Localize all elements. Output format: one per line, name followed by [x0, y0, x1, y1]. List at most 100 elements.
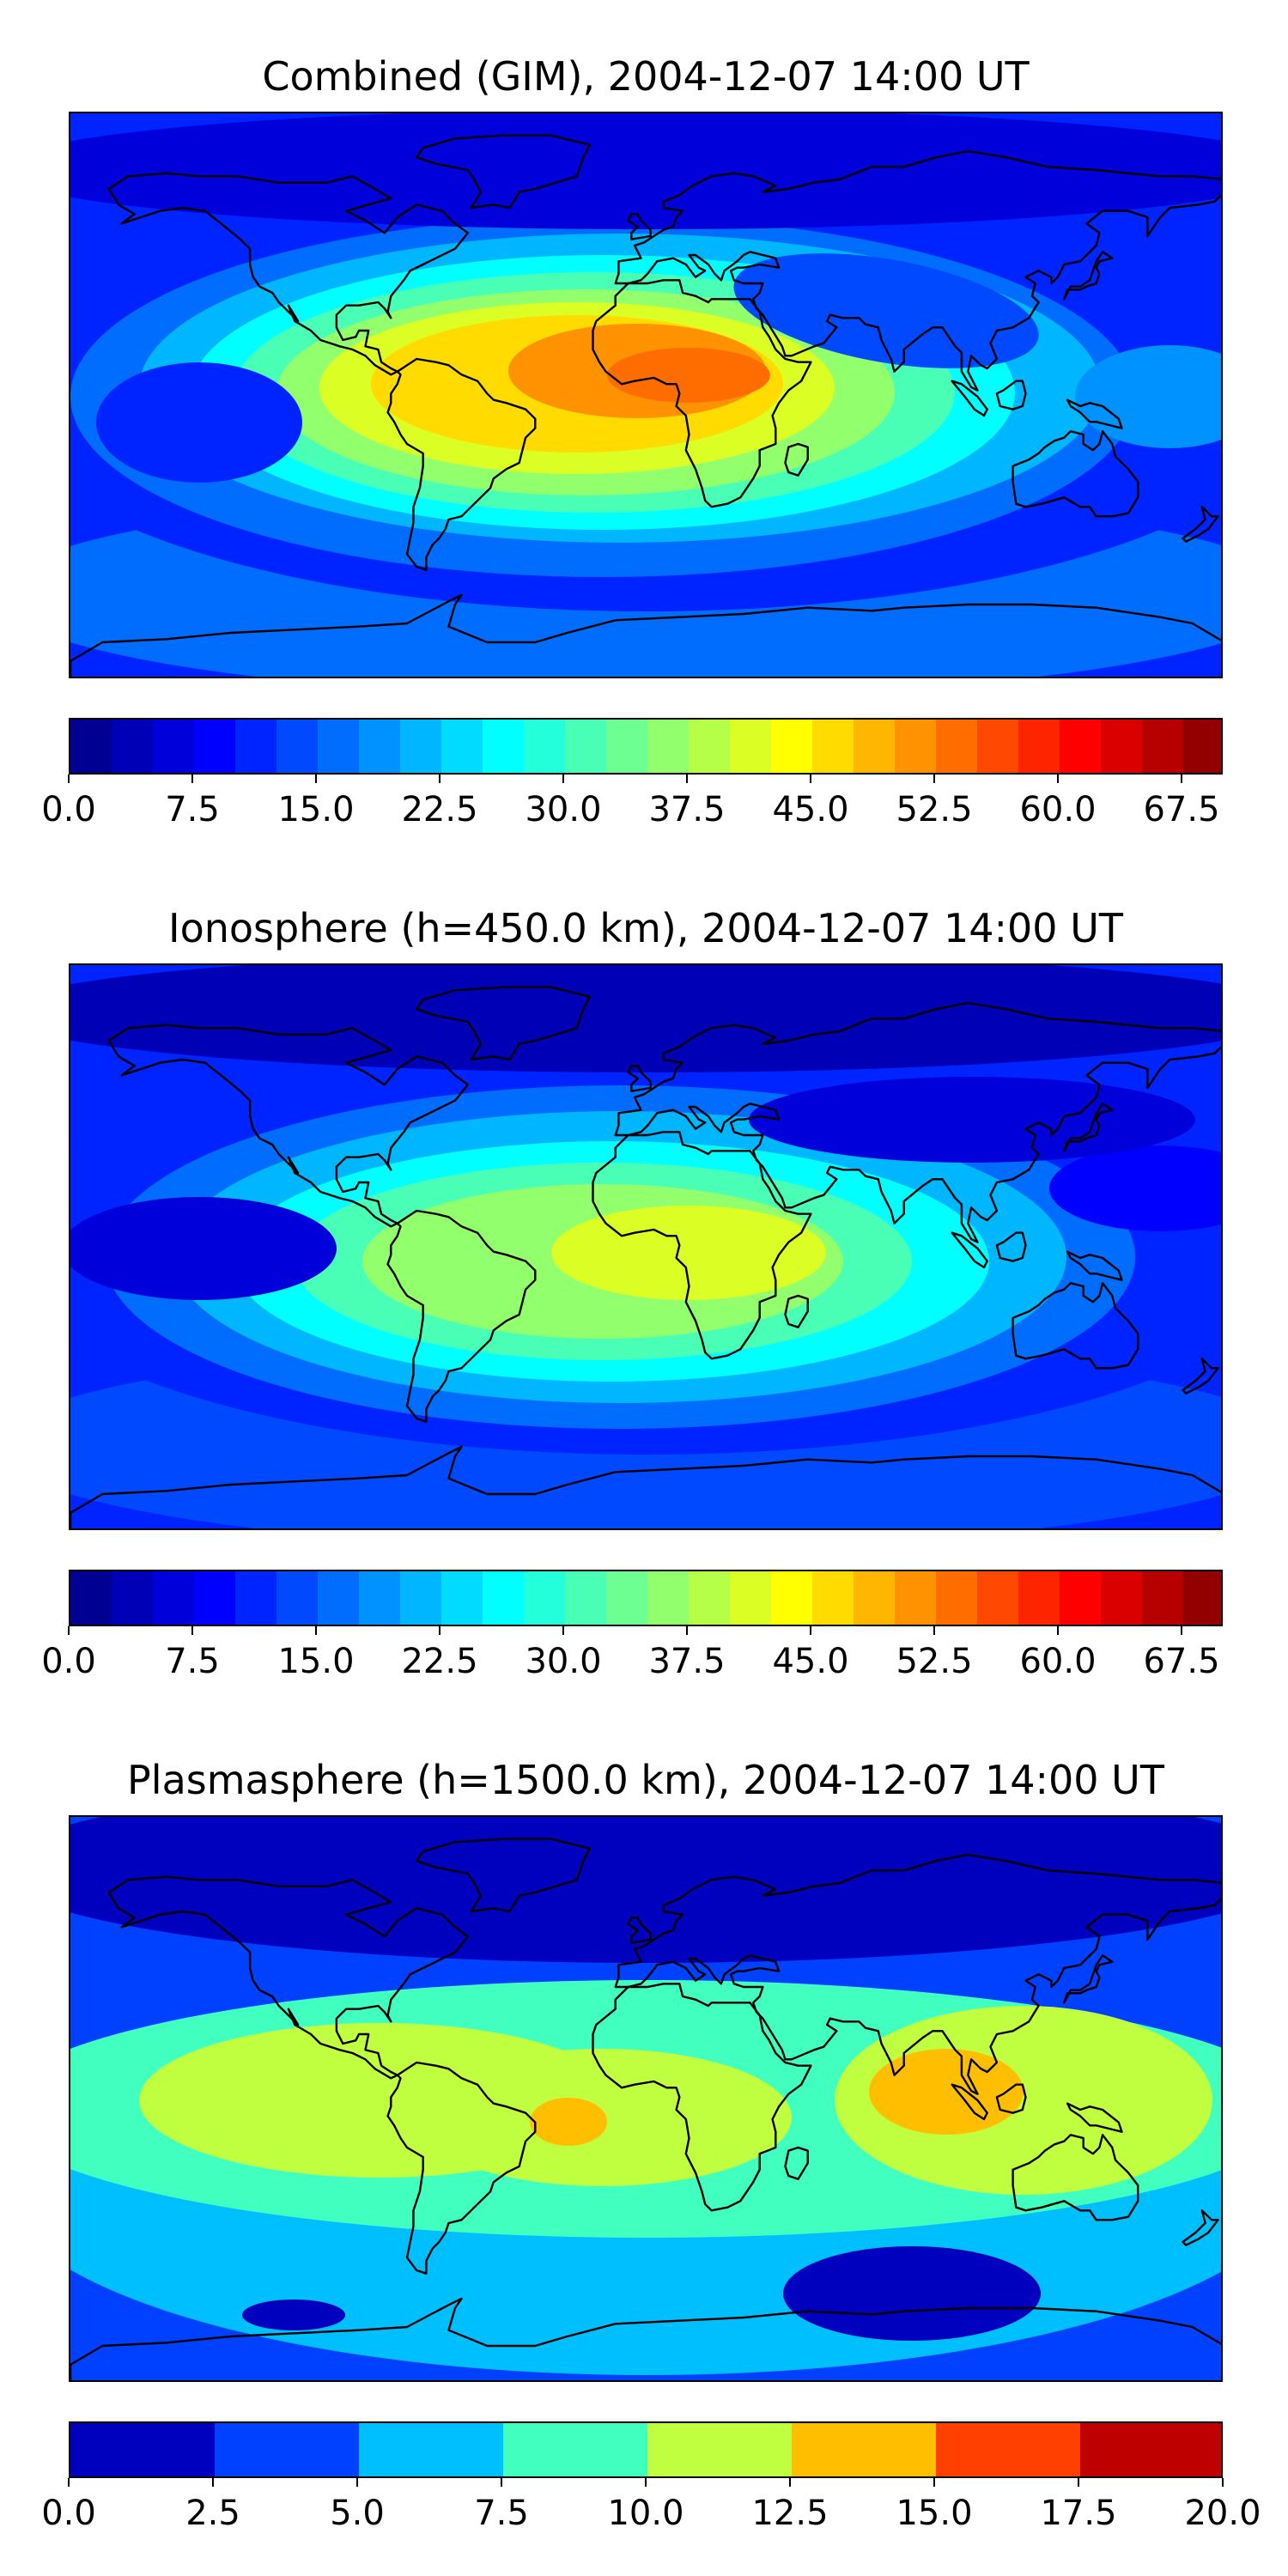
colorbar-swatch [153, 1571, 195, 1625]
colorbar-tick-label: 22.5 [401, 1642, 478, 1681]
colorbar-tick-label: 7.5 [165, 1642, 220, 1681]
coastline-sumatra [951, 380, 988, 417]
colorbar-swatch [483, 1571, 525, 1625]
colorbar-tick [191, 1626, 193, 1635]
colorbar-tick-label: 52.5 [896, 1642, 973, 1681]
colorbar-tick-label: 30.0 [525, 790, 602, 829]
colorbar-swatch [1060, 1571, 1102, 1625]
coastline-japan [1063, 1103, 1114, 1152]
colorbar-swatch [895, 1571, 937, 1625]
contour-band [530, 2098, 607, 2146]
colorbar-swatch [689, 720, 731, 773]
colorbar-tick-label: 60.0 [1019, 1642, 1097, 1681]
colorbar-tick-label: 37.5 [648, 790, 726, 829]
colorbar-ticks-ionosphere: 0.0 7.5 15.0 22.5 30.0 37.5 45.0 52.5 60.0 67.5 [41, 1626, 1223, 1681]
colorbar-tick-label: 15.0 [896, 2494, 973, 2533]
coastline-newZealand [1182, 506, 1219, 543]
colorbar-swatch [276, 1571, 319, 1625]
colorbar-swatch [730, 1571, 772, 1625]
contour-band [96, 362, 302, 483]
tec-map-combined [70, 113, 1221, 677]
colorbar-tick-label: 22.5 [401, 790, 478, 829]
colorbar-tick-label: 37.5 [648, 1642, 726, 1681]
colorbar-tick [191, 775, 193, 783]
tec-map-ionosphere [70, 965, 1221, 1528]
coastline-eurasia [614, 149, 1221, 392]
colorbar-swatch [441, 720, 483, 773]
contour-band [70, 1197, 337, 1300]
colorbar-swatch [359, 1571, 401, 1625]
colorbar-plasmasphere [69, 2421, 1223, 2478]
colorbar-tick-label: 45.0 [772, 1642, 849, 1681]
contour-band [1049, 1145, 1221, 1231]
colorbar-tick [810, 775, 811, 783]
colorbar-swatch [977, 720, 1019, 773]
colorbar-ticks-plasmasphere: 0.0 2.5 5.0 7.5 10.0 12.5 15.0 17.5 20.0 [41, 2478, 1261, 2533]
colorbar-swatches-plasmasphere [70, 2423, 1221, 2476]
coastline-madagascar [784, 1294, 809, 1328]
colorbar-swatches-ionosphere [70, 1571, 1221, 1625]
colorbar-swatch [215, 2423, 360, 2476]
colorbar-tick [1078, 2478, 1079, 2487]
colorbar-swatch [70, 720, 112, 773]
colorbar-swatch [647, 720, 690, 773]
contour-band [607, 348, 770, 403]
coastline-northAmerica [107, 1875, 470, 2080]
coastline-greenland [416, 1838, 591, 1913]
colorbar-tick [315, 1626, 317, 1635]
coastlines [70, 986, 1221, 1528]
coastline-japan [1063, 1954, 1114, 2004]
colorbar-swatch [112, 1571, 154, 1625]
colorbar-combined [69, 718, 1223, 775]
colorbar-swatch [318, 1571, 360, 1625]
colorbar-tick-label: 0.0 [41, 1642, 96, 1681]
colorbar-tick [1057, 1626, 1059, 1635]
colorbar-swatch [235, 1571, 277, 1625]
colorbar-ionosphere [69, 1570, 1223, 1626]
colorbar-swatch [854, 1571, 896, 1625]
coastline-eurasia [614, 1853, 1221, 2095]
colorbar-swatch [1060, 720, 1102, 773]
colorbar-swatch [812, 720, 854, 773]
colorbar-tick-label: 10.0 [607, 2494, 684, 2533]
colorbar-swatch [936, 2423, 1081, 2476]
contour-band [783, 2246, 1041, 2341]
colorbar-tick-label: 7.5 [474, 2494, 529, 2533]
colorbar-tick-label: 67.5 [1143, 790, 1220, 829]
colorbar-tick [933, 2478, 935, 2487]
colorbar-swatch [606, 720, 648, 773]
coastline-japan [1063, 251, 1114, 301]
colorbar-tick [933, 775, 935, 783]
colorbar-swatch [153, 720, 195, 773]
colorbar-swatch [400, 720, 442, 773]
coastline-borneo [995, 380, 1027, 410]
coastline-britain [627, 1065, 652, 1092]
tec-map-plasmasphere [70, 1817, 1221, 2380]
colorbar-swatch [771, 1571, 813, 1625]
colorbar-swatch [792, 2423, 937, 2476]
colorbar-swatch [1101, 1571, 1143, 1625]
colorbar-tick [68, 2478, 70, 2487]
coastline-madagascar [784, 2146, 809, 2180]
colorbar-tick-label: 67.5 [1143, 1642, 1220, 1681]
coastline-greenland [416, 986, 591, 1061]
colorbar-tick [501, 2478, 502, 2487]
colorbar-swatch [730, 720, 772, 773]
coastline-antarctica [70, 2297, 1221, 2380]
colorbar-tick [562, 775, 564, 783]
coastline-britain [627, 1917, 652, 1944]
colorbar-swatch [524, 720, 566, 773]
colorbar-tick-label: 0.0 [41, 2494, 96, 2533]
coastline-australia [1012, 2134, 1139, 2221]
coastline-newZealand [1182, 1358, 1219, 1394]
colorbar-swatch [235, 720, 277, 773]
colorbar-swatch [977, 1571, 1019, 1625]
colorbar-tick-label: 52.5 [896, 790, 973, 829]
coastline-southAmerica [386, 357, 537, 571]
colorbar-tick [562, 1626, 564, 1635]
colorbar-swatch [1101, 720, 1143, 773]
contour-band [733, 253, 1039, 368]
colorbar-tick [1181, 775, 1182, 783]
coastline-newGuinea [1066, 2102, 1123, 2133]
colorbar-swatch [1018, 720, 1060, 773]
